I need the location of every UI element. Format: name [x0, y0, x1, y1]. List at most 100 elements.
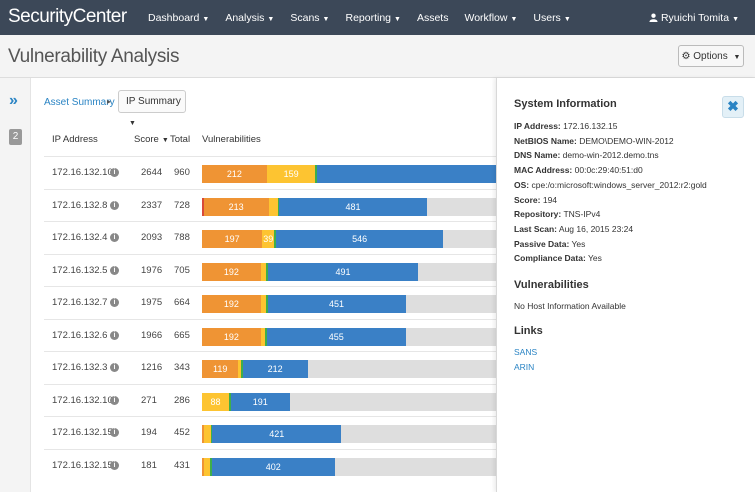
bar-segment-info[interactable]: 546 — [276, 230, 444, 248]
app-logo[interactable]: SecurityCenter — [8, 6, 127, 27]
table-row[interactable]: 172.16.132.15 i 181 431 402 — [44, 448, 496, 482]
left-gutter: » 2 — [0, 78, 31, 492]
vulnerability-bar[interactable]: 119 212 — [202, 360, 496, 378]
bar-segment-low[interactable] — [277, 197, 280, 216]
info-field-label: Repository: — [514, 209, 562, 220]
link-sans[interactable]: SANS — [514, 347, 538, 357]
bar-segment-medium[interactable]: 159 — [266, 165, 316, 183]
info-icon[interactable]: i — [110, 298, 119, 307]
chevron-down-icon: ▼ — [129, 120, 136, 127]
vulnerability-bar[interactable]: 197 39 546 — [202, 230, 496, 248]
table-row[interactable]: 172.16.132.3 i 1216 343 119 212 — [44, 351, 496, 384]
info-icon[interactable]: i — [110, 200, 119, 210]
close-icon[interactable]: ✖ — [722, 96, 744, 118]
table-row[interactable]: 172.16.132.15 i 194 452 421 — [44, 416, 496, 449]
bar-segment-medium[interactable]: 39 — [262, 230, 275, 248]
bar-segment-high[interactable]: 192 — [202, 295, 261, 313]
bar-segment-medium[interactable] — [260, 295, 266, 313]
info-icon[interactable]: i — [110, 265, 119, 275]
bar-segment-high[interactable]: 192 — [202, 327, 261, 346]
info-icon[interactable]: i — [110, 168, 119, 177]
bar-segment-info[interactable] — [316, 165, 496, 183]
system-info-panel: ✖ System Information IP Address: 172.16.… — [496, 78, 755, 492]
info-field-value: 172.16.132.15 — [563, 121, 618, 131]
table-row[interactable]: 172.16.132.8 i 2337 728 213 481 — [44, 188, 496, 222]
bar-segment-high[interactable]: 212 — [202, 165, 267, 183]
table-row[interactable]: 172.16.132.7 i 1975 664 192 451 — [44, 286, 496, 319]
bar-segment-low[interactable] — [315, 165, 317, 183]
chevron-down-icon: ▼ — [510, 15, 518, 23]
bar-segment-info[interactable]: 212 — [242, 360, 308, 378]
nav-assets[interactable]: Assets — [417, 12, 449, 24]
bar-segment-high[interactable]: 192 — [202, 262, 261, 281]
bar-segment-high[interactable] — [202, 457, 204, 476]
bar-segment-high[interactable]: 119 — [202, 360, 239, 378]
bar-segment-info[interactable]: 191 — [231, 392, 290, 411]
nav-users[interactable]: Users ▼ — [533, 12, 570, 24]
bar-segment-high[interactable]: 197 — [202, 230, 263, 248]
bar-segment-medium[interactable]: 88 — [202, 392, 229, 411]
info-icon[interactable]: i — [110, 395, 119, 405]
table-row[interactable]: 172.16.132.6 i 1966 665 192 455 — [44, 318, 496, 352]
header-score[interactable]: Score ▼ — [134, 134, 169, 148]
bar-segment-info[interactable]: 402 — [211, 457, 335, 476]
bar-segment-low[interactable] — [241, 360, 243, 378]
bar-segment-high[interactable]: 213 — [203, 197, 269, 216]
vulnerability-bar[interactable]: 212 159 — [202, 165, 496, 183]
bar-segment-low[interactable] — [265, 327, 267, 346]
table-row[interactable]: 172.16.132.10 i 2644 960 212 159 — [44, 156, 496, 189]
info-field-label: IP Address: — [514, 121, 561, 131]
bar-segment-critical[interactable] — [202, 197, 204, 216]
bar-segment-info[interactable]: 481 — [279, 197, 427, 216]
score-cell: 2644 — [141, 167, 163, 178]
bar-segment-medium[interactable] — [268, 197, 278, 216]
table-row[interactable]: 172.16.132.5 i 1976 705 192 491 — [44, 253, 496, 287]
tool-select[interactable]: IP Summary ▼ — [118, 90, 186, 127]
bar-segment-medium[interactable] — [238, 360, 242, 378]
nav-workflow[interactable]: Workflow ▼ — [464, 12, 517, 24]
vulnerability-bar[interactable]: 213 481 — [202, 197, 496, 216]
link-arin[interactable]: ARIN — [514, 362, 535, 372]
bar-segment-low[interactable] — [266, 295, 268, 313]
bar-segment-medium[interactable] — [260, 327, 266, 346]
bar-segment-low[interactable] — [210, 425, 213, 443]
nav-analysis[interactable]: Analysis ▼ — [225, 12, 274, 24]
bar-segment-info[interactable]: 421 — [212, 425, 342, 443]
bar-segment-info[interactable]: 451 — [267, 295, 406, 313]
bar-segment-medium[interactable] — [260, 262, 267, 281]
info-icon[interactable]: i — [110, 428, 119, 437]
bar-segment-info[interactable]: 491 — [267, 262, 419, 281]
info-icon[interactable]: i — [110, 330, 119, 340]
vulnerability-bar[interactable]: 192 451 — [202, 295, 496, 313]
vulnerability-bar[interactable]: 192 491 — [202, 262, 496, 281]
breadcrumb-asset-summary[interactable]: Asset Summary — [44, 97, 115, 108]
vulnerability-bar[interactable]: 402 — [202, 457, 496, 476]
bar-segment-low[interactable] — [210, 457, 212, 476]
bar-segment-low[interactable] — [228, 392, 232, 411]
vulnerability-bar[interactable]: 192 455 — [202, 327, 496, 346]
vulnerability-bar[interactable]: 88 191 — [202, 392, 496, 411]
bar-segment-low[interactable] — [266, 262, 268, 281]
header-total[interactable]: Total — [170, 134, 191, 145]
bar-segment-medium[interactable] — [203, 425, 211, 443]
options-button[interactable]: ⚙ Options ▼ — [678, 45, 744, 67]
bar-segment-low[interactable] — [274, 230, 277, 248]
nav-workflow-label: Workflow — [464, 11, 508, 24]
ip-cell: 172.16.132.15 — [52, 427, 113, 438]
vulnerability-bar[interactable]: 421 — [202, 425, 496, 443]
bar-segment-info[interactable]: 455 — [266, 327, 406, 346]
main-nav: Dashboard ▼ Analysis ▼ Scans ▼ Reporting ▼ A… — [148, 0, 587, 35]
nav-scans[interactable]: Scans ▼ — [290, 12, 329, 24]
table-row[interactable]: 172.16.132.10 i 271 286 88 191 — [44, 383, 496, 417]
table-row[interactable]: 172.16.132.4 i 2093 788 197 39 546 — [44, 221, 496, 254]
bar-segment-medium[interactable] — [203, 457, 211, 476]
nav-dashboard[interactable]: Dashboard ▼ — [148, 12, 209, 24]
header-ip[interactable]: IP Address — [52, 134, 98, 145]
info-icon[interactable]: i — [110, 460, 119, 470]
user-menu[interactable]: Ryuichi Tomita ▼ — [649, 12, 739, 24]
bar-segment-high[interactable] — [202, 425, 204, 443]
nav-reporting[interactable]: Reporting ▼ — [345, 12, 400, 24]
expand-icon[interactable]: » — [9, 92, 18, 109]
info-icon[interactable]: i — [110, 233, 119, 242]
info-icon[interactable]: i — [110, 363, 119, 372]
